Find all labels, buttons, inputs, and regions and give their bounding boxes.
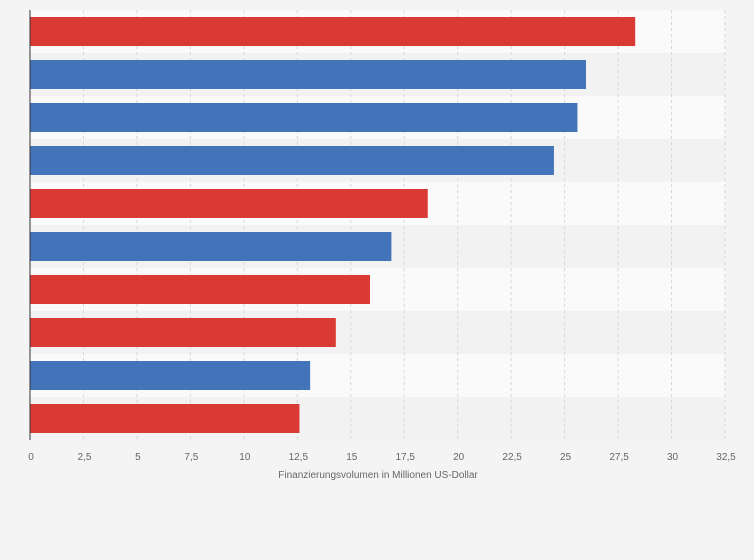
bars-group — [30, 17, 636, 433]
x-tick-label: 0 — [28, 452, 34, 463]
x-tick-label: 20 — [453, 452, 465, 463]
x-axis-ticks: 0 2,5 5 7,5 10 12,5 15 17,5 20 22,5 25 27,5 30 32,5 — [28, 452, 736, 463]
x-tick-label: 10 — [239, 452, 251, 463]
bar — [30, 17, 636, 46]
bar — [30, 361, 311, 390]
bar — [30, 275, 371, 304]
bar — [30, 232, 392, 261]
x-axis-title: Finanzierungsvolumen in Millionen US-Dol… — [278, 470, 478, 481]
bar — [30, 189, 428, 218]
bar — [30, 60, 586, 89]
bar — [30, 404, 300, 433]
bar — [30, 146, 554, 175]
x-tick-label: 12,5 — [289, 452, 309, 463]
x-tick-label: 2,5 — [78, 452, 92, 463]
x-tick-label: 5 — [135, 452, 141, 463]
bar — [30, 103, 578, 132]
x-tick-label: 7,5 — [184, 452, 198, 463]
x-tick-label: 17,5 — [395, 452, 415, 463]
bar — [30, 318, 336, 347]
x-tick-label: 15 — [346, 452, 358, 463]
x-tick-label: 27,5 — [609, 452, 629, 463]
x-tick-label: 22,5 — [502, 452, 522, 463]
x-tick-label: 30 — [667, 452, 679, 463]
x-tick-label: 32,5 — [716, 452, 736, 463]
x-tick-label: 25 — [560, 452, 572, 463]
